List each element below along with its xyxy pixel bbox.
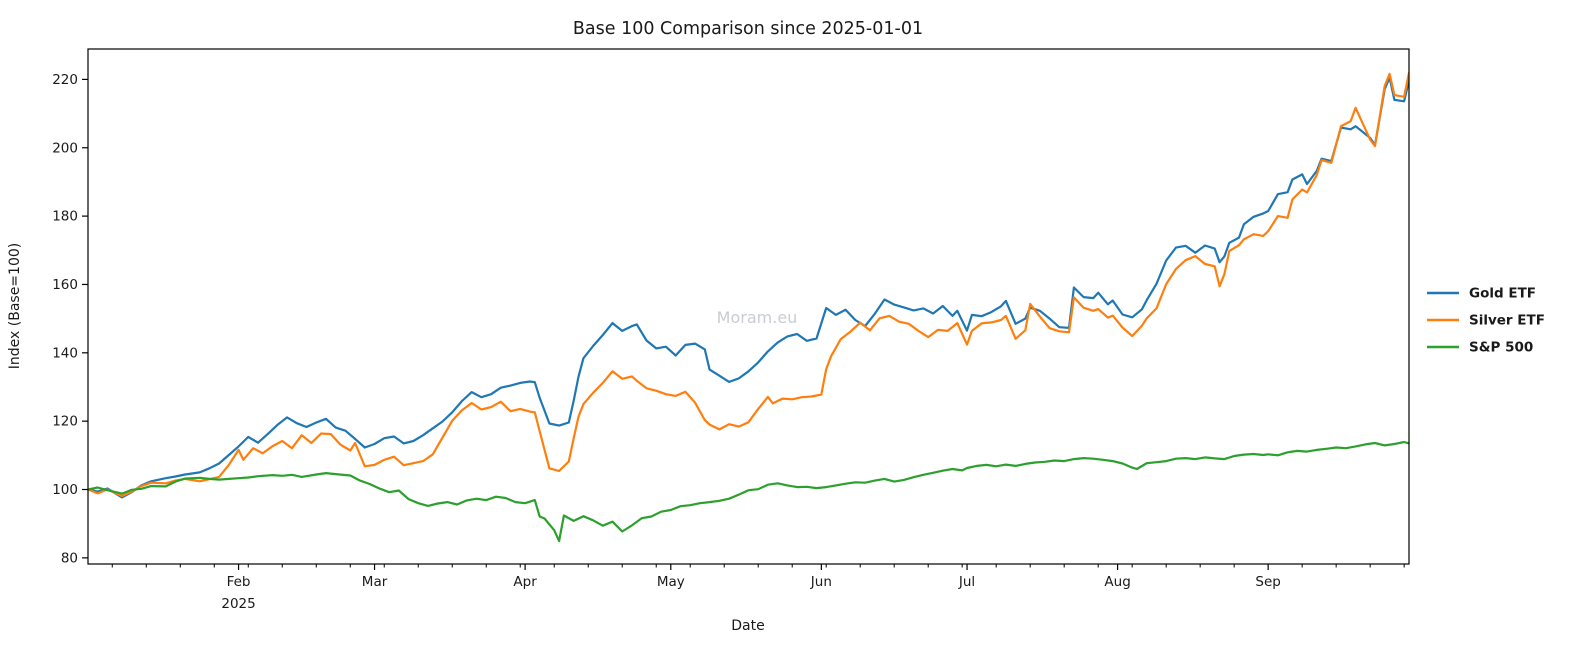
plot-lines-group [88, 71, 1409, 543]
x-tick-label: Jul [958, 574, 975, 590]
x-tick-label: Mar [362, 574, 388, 590]
legend: Gold ETF Silver ETF S&P 500 [1427, 286, 1545, 356]
x-tick-label: Sep [1255, 574, 1280, 590]
axes-ticks-group: 80 100 120 140 160 180 200 220 Feb 2025 Mar Apr May J… [52, 72, 1405, 612]
x-tick-label: Feb [227, 574, 251, 590]
y-tick-label: 160 [52, 277, 78, 293]
series-line-silver-etf [88, 71, 1409, 498]
y-tick-label: 180 [52, 209, 78, 225]
y-tick-label: 120 [52, 414, 78, 430]
legend-label-3: S&P 500 [1469, 340, 1533, 356]
x-tick-label: Aug [1104, 574, 1130, 590]
y-tick-label: 100 [52, 482, 78, 498]
series-line-s-p-500 [88, 440, 1409, 543]
y-tick-label: 220 [52, 72, 78, 88]
x-tick-label: May [657, 574, 685, 590]
x-axis-label: Date [731, 618, 764, 634]
series-line-gold-etf [88, 76, 1409, 499]
y-tick-label: 200 [52, 140, 78, 156]
x-tick-year-label: 2025 [221, 596, 255, 612]
chart-title: Base 100 Comparison since 2025-01-01 [573, 19, 923, 39]
y-tick-label: 140 [52, 345, 78, 361]
y-tick-label: 80 [61, 550, 78, 566]
x-tick-label: Apr [513, 574, 537, 590]
x-tick-label: Jun [810, 574, 832, 590]
legend-label-1: Gold ETF [1469, 286, 1536, 302]
plot-border [87, 48, 1410, 565]
watermark-text: Moram.eu [717, 308, 798, 327]
y-axis-label: Index (Base=100) [7, 243, 23, 369]
legend-label-2: Silver ETF [1469, 313, 1545, 329]
